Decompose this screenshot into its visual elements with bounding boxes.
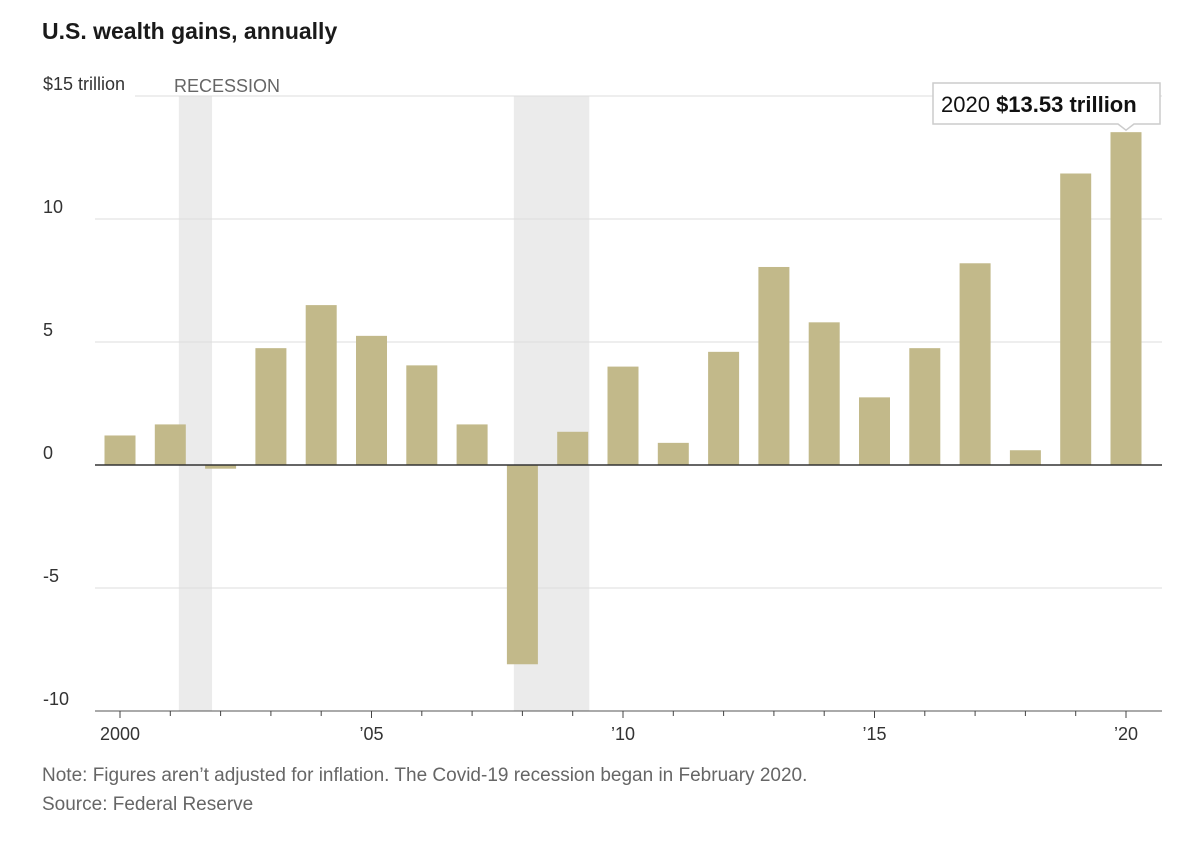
recession-label: RECESSION bbox=[174, 76, 280, 96]
y-tick-label: 5 bbox=[43, 320, 53, 340]
x-tick-label: ’15 bbox=[862, 724, 886, 744]
y-tick-label: -10 bbox=[43, 689, 69, 709]
recession-bands: RECESSION bbox=[174, 76, 590, 711]
recession-band-1 bbox=[178, 96, 213, 711]
bar-2002 bbox=[205, 465, 237, 469]
x-tick-label: 2000 bbox=[100, 724, 140, 744]
bar-2010 bbox=[607, 366, 639, 465]
y-tick-label: $15 trillion bbox=[43, 74, 125, 94]
bars bbox=[104, 132, 1142, 665]
y-axis-labels: $15 trillion 10 5 0 -5 -10 bbox=[43, 74, 125, 709]
x-tick-label: ’20 bbox=[1114, 724, 1138, 744]
bar-2000 bbox=[104, 435, 136, 465]
bar-2004 bbox=[305, 305, 337, 465]
bar-2017 bbox=[959, 263, 991, 465]
annotation-year: 2020 bbox=[941, 92, 996, 117]
bar-2006 bbox=[406, 365, 438, 465]
chart-title: U.S. wealth gains, annually bbox=[42, 18, 338, 44]
chart-source: Source: Federal Reserve bbox=[42, 794, 254, 815]
y-tick-label: 0 bbox=[43, 443, 53, 463]
bar-2013 bbox=[758, 266, 790, 465]
x-tick-label: ’05 bbox=[359, 724, 383, 744]
annotation-text: 2020 $13.53 trillion bbox=[941, 92, 1137, 117]
bar-2011 bbox=[657, 442, 689, 465]
y-tick-label: 10 bbox=[43, 197, 63, 217]
bar-2016 bbox=[909, 348, 941, 465]
y-tick-label: -5 bbox=[43, 566, 59, 586]
bar-2014 bbox=[808, 322, 840, 465]
bar-chart: RECESSION $15 trillion 10 5 0 -5 -10 2000 ’05 ’… bbox=[43, 74, 1162, 744]
bar-2015 bbox=[859, 397, 890, 465]
x-axis: 2000 ’05 ’10 ’15 ’20 bbox=[95, 464, 1162, 744]
bar-2009 bbox=[557, 431, 589, 465]
bar-2018 bbox=[1009, 450, 1041, 465]
annotation-box bbox=[932, 82, 1161, 132]
bar-2007 bbox=[456, 424, 488, 465]
value-annotation: 2020 $13.53 trillion bbox=[932, 82, 1161, 132]
bar-2003 bbox=[255, 348, 287, 465]
bar-2012 bbox=[708, 351, 740, 465]
bar-2019 bbox=[1060, 173, 1092, 466]
bar-2008 bbox=[506, 465, 538, 665]
bar-2005 bbox=[356, 335, 387, 465]
bar-2020 bbox=[1110, 132, 1142, 466]
bar-2001 bbox=[154, 424, 186, 465]
x-tick-label: ’10 bbox=[611, 724, 635, 744]
chart-note: Note: Figures aren’t adjusted for inflat… bbox=[42, 765, 808, 786]
annotation-value: $13.53 trillion bbox=[996, 92, 1137, 117]
